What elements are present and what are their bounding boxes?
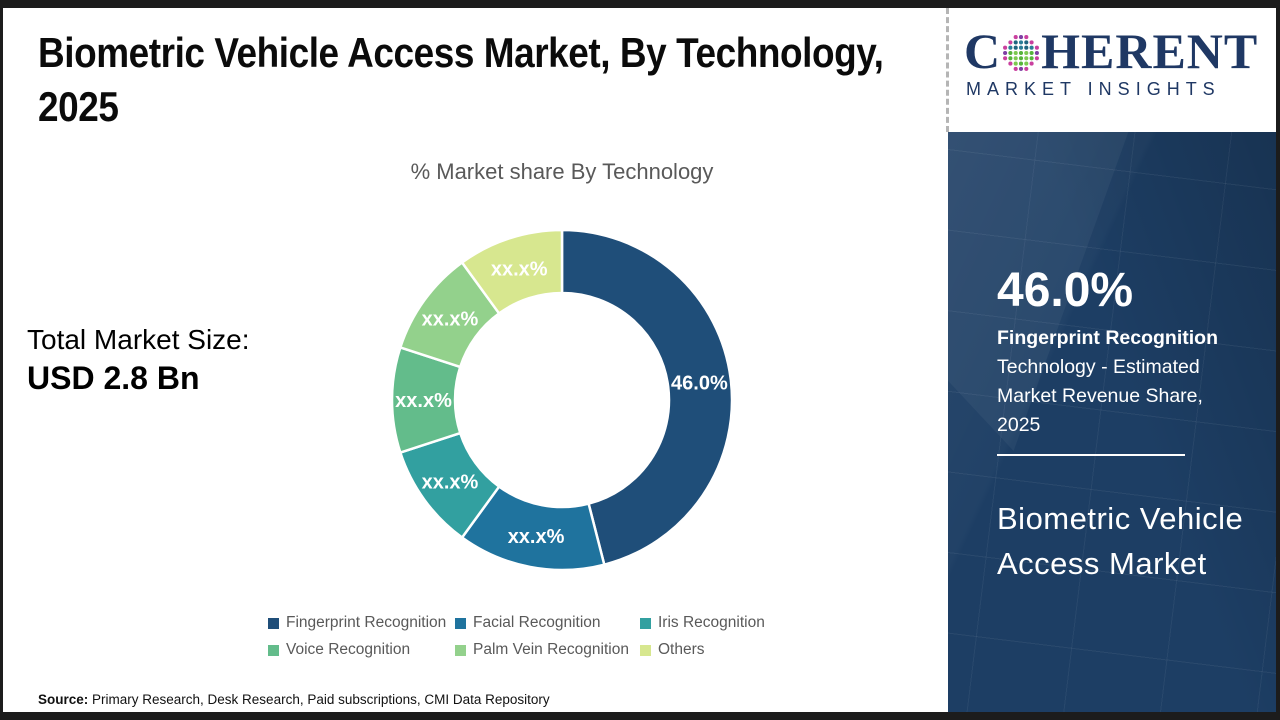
legend-item-0: Fingerprint Recognition: [268, 614, 455, 632]
logo-dashed-divider: [946, 8, 949, 132]
legend-label-3: Voice Recognition: [286, 641, 411, 658]
source-label: Source:: [38, 692, 89, 707]
page-title: Biometric Vehicle Access Market, By Tech…: [38, 26, 884, 134]
stat-description: Technology - Estimated Market Revenue Sh…: [997, 356, 1203, 436]
legend-item-1: Facial Recognition: [455, 614, 640, 632]
frame-border-left: [0, 0, 3, 720]
donut-slice-label-4: xx.x%: [422, 309, 479, 331]
legend-label-1: Facial Recognition: [473, 614, 601, 631]
legend-swatch-0: [268, 617, 279, 629]
report-name: Biometric Vehicle Access Market: [997, 501, 1244, 581]
stat-value: 46.0%: [997, 264, 1134, 317]
legend-item-4: Palm Vein Recognition: [455, 641, 640, 659]
donut-slice-0: [560, 228, 734, 567]
brand-logo-word: C HERENT: [964, 26, 1264, 76]
donut-chart: 46.0% xx.x% xx.x% xx.x% xx.x% xx.x%: [390, 228, 734, 572]
donut-slice-label-3: xx.x%: [395, 390, 452, 412]
frame-border-bottom: [0, 712, 1280, 720]
legend-item-2: Iris Recognition: [640, 614, 765, 632]
source-note: Source: Primary Research, Desk Research,…: [38, 692, 550, 707]
donut-slice-label-0: 46.0%: [671, 373, 728, 395]
legend-swatch-5: [640, 644, 651, 656]
legend-item-5: Others: [640, 641, 765, 659]
legend-swatch-1: [455, 617, 466, 629]
legend-swatch-4: [455, 644, 466, 656]
frame-border-top: [0, 0, 1280, 8]
legend-label-5: Others: [658, 641, 705, 658]
total-market-size-label: Total Market Size:: [27, 324, 250, 355]
legend-label-2: Iris Recognition: [658, 614, 765, 631]
stat-divider: [997, 454, 1185, 456]
page-title-line2: 2025: [38, 83, 119, 130]
source-text: Primary Research, Desk Research, Paid su…: [88, 692, 550, 707]
legend-label-4: Palm Vein Recognition: [473, 641, 629, 658]
total-market-size-value: USD 2.8 Bn: [27, 360, 200, 396]
globe-dots-icon: [1003, 35, 1040, 71]
frame-border-right: [1276, 0, 1280, 720]
donut-slice-label-5: xx.x%: [491, 258, 548, 280]
donut-slice-label-2: xx.x%: [422, 471, 479, 493]
brand-logo-suffix: HERENT: [1041, 23, 1259, 79]
total-market-size: Total Market Size: USD 2.8 Bn: [27, 322, 250, 398]
donut-slice-5: [460, 228, 564, 316]
legend-swatch-3: [268, 644, 279, 656]
brand-logo-tagline: MARKET INSIGHTS: [966, 79, 1221, 99]
brand-logo-prefix: C: [964, 23, 1002, 79]
page-title-line1: Biometric Vehicle Access Market, By Tech…: [38, 29, 884, 76]
donut-slice-label-1: xx.x%: [508, 526, 565, 548]
brand-logo: C HERENT MARKET INSIGHTS: [964, 26, 1264, 100]
chart-legend: Fingerprint Recognition Facial Recognitio…: [268, 614, 765, 659]
legend-item-3: Voice Recognition: [268, 641, 455, 659]
chart-title: % Market share By Technology: [410, 159, 714, 184]
highlight-sidebar: 46.0% Fingerprint Recognition Technology…: [948, 132, 1276, 712]
stat-title: Fingerprint Recognition: [997, 327, 1218, 349]
legend-swatch-2: [640, 617, 651, 629]
legend-label-0: Fingerprint Recognition: [286, 614, 447, 631]
